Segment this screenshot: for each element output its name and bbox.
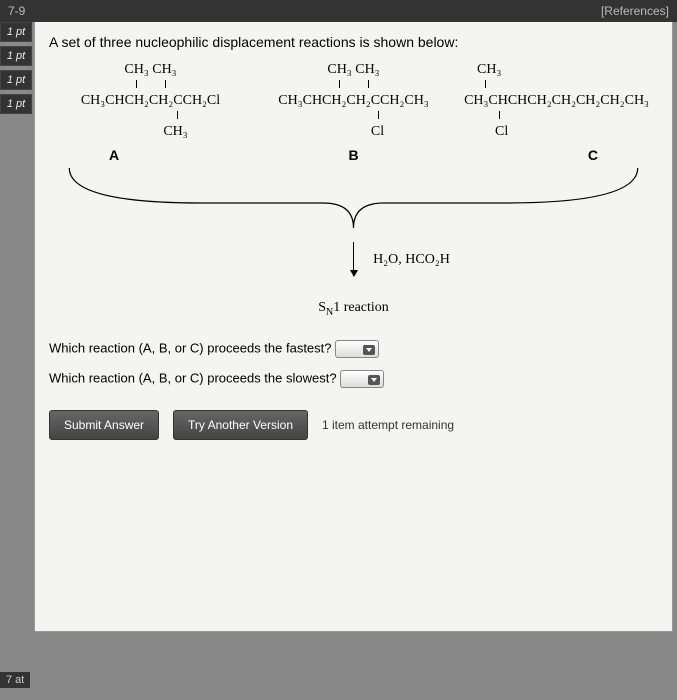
points-tab[interactable]: 1 pt — [0, 46, 32, 66]
structure-b: CH₃ CH₃ CH₃CHCH₂CH₂CCH₂CH₃ Cl — [252, 62, 455, 139]
question-panel: A set of three nucleophilic displacement… — [34, 22, 673, 632]
structure-a-mid: CH₃CHCH₂CH₂CCH₂Cl — [49, 93, 252, 108]
question-block: Which reaction (A, B, or C) proceeds the… — [49, 340, 658, 388]
structure-c-mid: CH₃CHCHCH₂CH₂CH₂CH₂CH₃ — [455, 93, 658, 108]
structure-labels: A B C — [49, 147, 658, 163]
structure-a-top: CH₃ CH₃ — [49, 62, 252, 77]
fastest-question: Which reaction (A, B, or C) proceeds the… — [49, 340, 332, 355]
attempts-remaining: 1 item attempt remaining — [322, 418, 454, 432]
structure-b-top: CH₃ CH₃ — [252, 62, 455, 77]
reaction-name: SN1 reaction — [49, 300, 658, 318]
curly-brace-icon — [49, 163, 658, 233]
references-link[interactable]: [References] — [601, 4, 669, 18]
structure-c-bot: Cl — [455, 124, 658, 139]
slowest-question: Which reaction (A, B, or C) proceeds the… — [49, 370, 337, 385]
structure-c: CH₃ CH₃CHCHCH₂CH₂CH₂CH₂CH₃ Cl — [455, 62, 658, 139]
section-label: 7-9 — [8, 4, 25, 18]
label-a: A — [109, 147, 119, 163]
fastest-dropdown[interactable] — [335, 340, 379, 358]
structure-c-top: CH₃ — [455, 62, 658, 77]
structure-row: CH₃ CH₃ CH₃CHCH₂CH₂CCH₂Cl CH₃ CH₃ CH₃ CH… — [49, 62, 658, 139]
try-another-button[interactable]: Try Another Version — [173, 410, 308, 440]
structure-a: CH₃ CH₃ CH₃CHCH₂CH₂CCH₂Cl CH₃ — [49, 62, 252, 139]
reaction-scheme: H₂O, HCO₂H SN1 reaction — [49, 242, 658, 318]
points-tab[interactable]: 1 pt — [0, 94, 32, 114]
footer-tab: 7 at — [0, 672, 30, 688]
label-b: B — [348, 147, 358, 163]
label-c: C — [588, 147, 598, 163]
structure-b-bot: Cl — [252, 124, 455, 139]
question-prompt: A set of three nucleophilic displacement… — [49, 34, 658, 50]
button-row: Submit Answer Try Another Version 1 item… — [49, 410, 658, 440]
points-tab[interactable]: 1 pt — [0, 70, 32, 90]
top-bar: 7-9 [References] — [0, 0, 677, 22]
structure-a-bot: CH₃ — [49, 124, 252, 139]
arrow-down-icon — [353, 242, 354, 276]
slowest-dropdown[interactable] — [340, 370, 384, 388]
structure-b-mid: CH₃CHCH₂CH₂CCH₂CH₃ — [252, 93, 455, 108]
points-sidebar: 1 pt 1 pt 1 pt 1 pt — [0, 22, 32, 118]
points-tab[interactable]: 1 pt — [0, 22, 32, 42]
submit-button[interactable]: Submit Answer — [49, 410, 159, 440]
reagent-text: H₂O, HCO₂H — [373, 252, 450, 268]
